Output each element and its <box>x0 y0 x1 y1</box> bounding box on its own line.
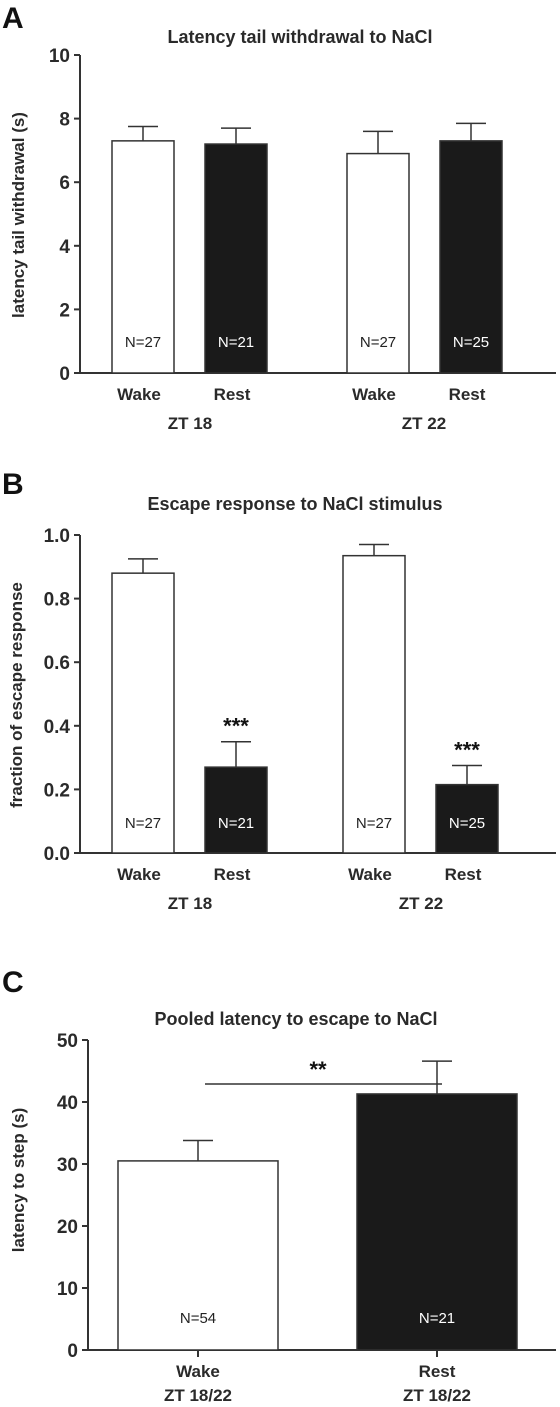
significance-marker: *** <box>454 738 480 763</box>
y-tick-label: 0.2 <box>44 780 70 801</box>
bar <box>439 140 503 374</box>
bar <box>435 783 499 854</box>
y-tick-label: 10 <box>57 1279 78 1300</box>
x-category-label: Rest <box>445 865 482 884</box>
y-tick-label: 4 <box>59 237 70 258</box>
x-sublabel: ZT 18/22 <box>403 1386 471 1405</box>
bar <box>204 143 268 374</box>
n-label: N=27 <box>356 815 392 832</box>
y-tick-label: 0.4 <box>44 717 71 738</box>
y-tick-label: 0.8 <box>44 590 70 611</box>
y-axis-label-a: latency tail withdrawal (s) <box>9 112 28 318</box>
y-tick-label: 8 <box>59 110 70 131</box>
x-sublabel: ZT 18/22 <box>164 1386 232 1405</box>
y-tick-label: 1.0 <box>44 526 70 547</box>
x-group-label: ZT 18 <box>168 414 212 433</box>
n-label: N=21 <box>218 334 254 351</box>
x-category-label: Wake <box>352 385 396 404</box>
y-tick-label: 20 <box>57 1217 78 1238</box>
panel-letter-a: A <box>2 2 24 35</box>
significance-marker: ** <box>309 1057 327 1082</box>
y-tick-label: 0.0 <box>44 844 70 865</box>
chart-title-a: Latency tail withdrawal to NaCl <box>167 27 432 47</box>
bar <box>111 572 175 854</box>
x-group-label: ZT 22 <box>402 414 446 433</box>
n-label: N=27 <box>125 334 161 351</box>
y-tick-label: 10 <box>49 46 70 67</box>
y-tick-label: 0 <box>67 1341 78 1362</box>
panel-b: B Escape response to NaCl stimulus fract… <box>2 468 556 913</box>
panel-c: C Pooled latency to escape to NaCl laten… <box>2 966 556 1405</box>
y-tick-label: 6 <box>59 173 70 194</box>
n-label: N=25 <box>449 815 485 832</box>
x-category-label: Wake <box>176 1362 220 1381</box>
x-category-label: Rest <box>449 385 486 404</box>
x-category-label: Rest <box>419 1362 456 1381</box>
x-category-label: Wake <box>117 385 161 404</box>
significance-marker: *** <box>223 714 249 739</box>
n-label: N=21 <box>419 1310 455 1327</box>
y-tick-label: 50 <box>57 1031 78 1052</box>
bar <box>346 152 410 374</box>
panel-a: A Latency tail withdrawal to NaCl latenc… <box>2 2 556 433</box>
chart-title-b: Escape response to NaCl stimulus <box>147 494 442 514</box>
bar <box>342 554 406 854</box>
y-tick-label: 30 <box>57 1155 78 1176</box>
chart-title-c: Pooled latency to escape to NaCl <box>154 1009 437 1029</box>
n-label: N=21 <box>218 815 254 832</box>
y-tick-label: 0.6 <box>44 653 70 674</box>
bar <box>356 1093 518 1351</box>
x-group-label: ZT 18 <box>168 894 212 913</box>
bar <box>111 140 175 374</box>
y-tick-label: 2 <box>59 300 70 321</box>
x-group-label: ZT 22 <box>399 894 443 913</box>
n-label: N=25 <box>453 334 489 351</box>
panel-letter-c: C <box>2 966 24 999</box>
y-axis-label-b: fraction of escape response <box>7 582 26 808</box>
x-category-label: Rest <box>214 385 251 404</box>
x-category-label: Wake <box>117 865 161 884</box>
bar <box>117 1160 279 1351</box>
y-axis-label-c: latency to step (s) <box>9 1108 28 1253</box>
x-category-label: Rest <box>214 865 251 884</box>
x-category-label: Wake <box>348 865 392 884</box>
y-tick-label: 40 <box>57 1093 78 1114</box>
panel-letter-b: B <box>2 468 24 501</box>
n-label: N=27 <box>360 334 396 351</box>
n-label: N=27 <box>125 815 161 832</box>
y-tick-label: 0 <box>59 364 70 385</box>
n-label: N=54 <box>180 1310 216 1327</box>
bar <box>204 766 268 854</box>
